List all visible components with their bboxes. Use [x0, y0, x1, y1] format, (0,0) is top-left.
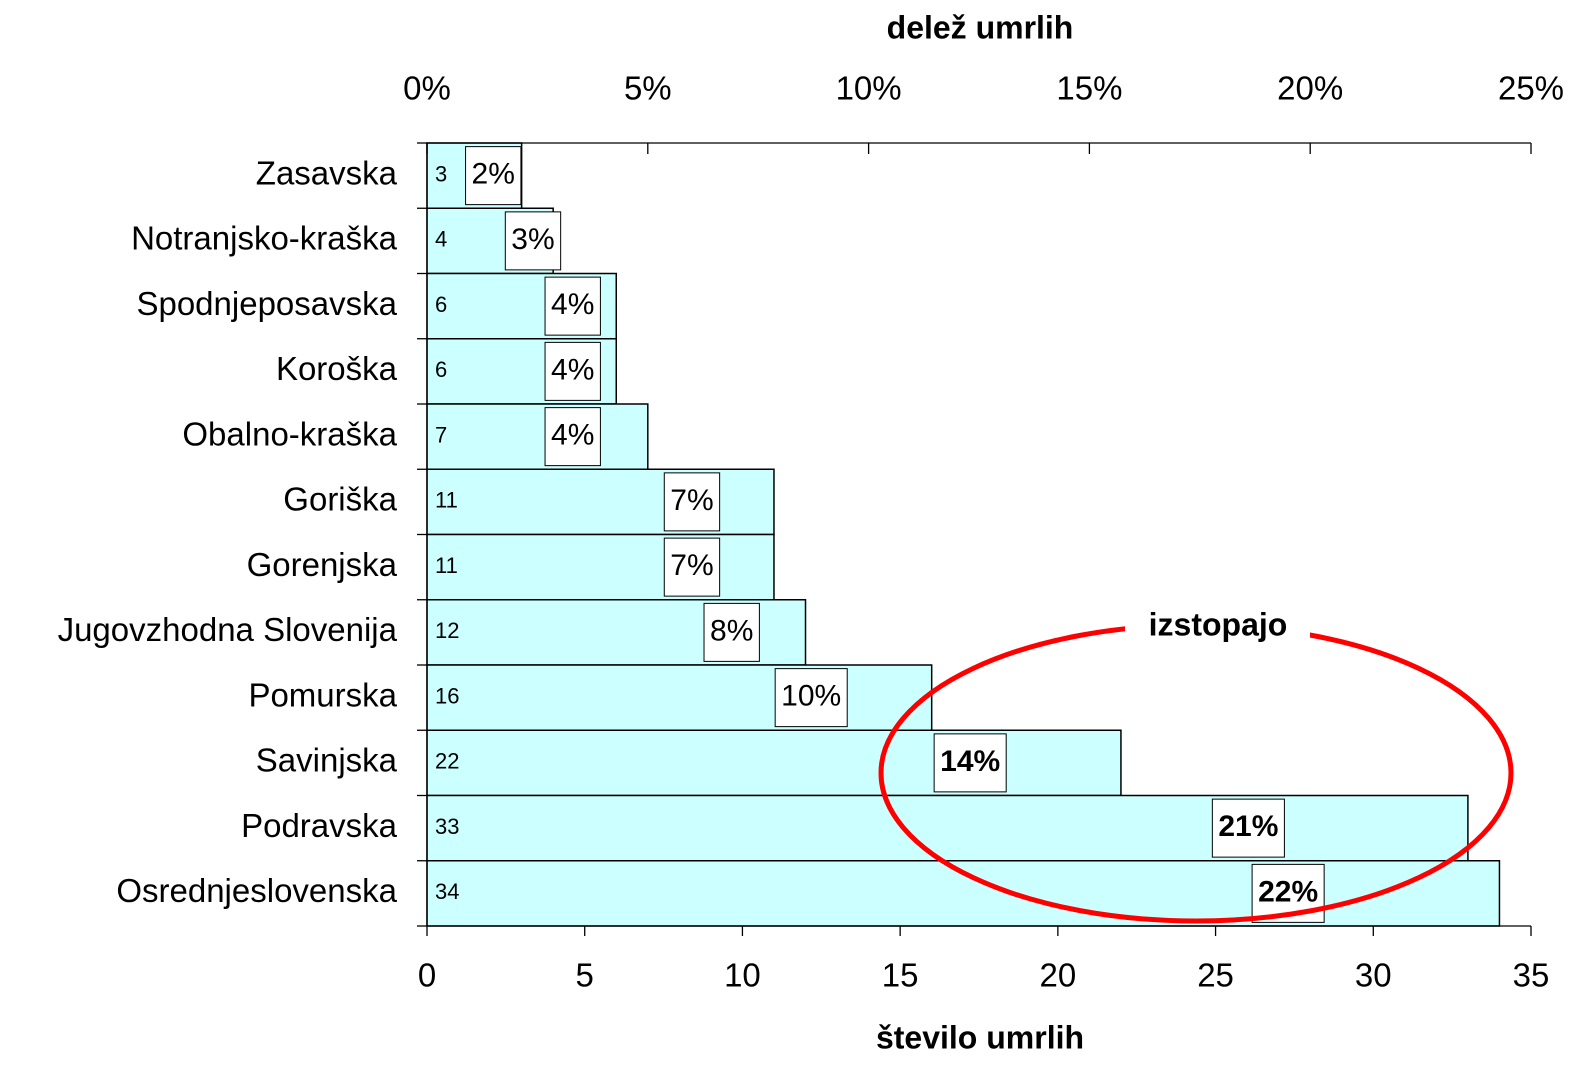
share-label: 8%: [710, 614, 753, 647]
share-label-box: [703, 602, 760, 662]
category-label: Goriška: [283, 481, 397, 518]
count-label: 16: [435, 683, 459, 708]
x-tick-label: 5: [576, 957, 594, 994]
bar: [426, 403, 649, 470]
count-label: 11: [435, 553, 458, 578]
share-label: 4%: [551, 288, 594, 321]
share-label-box: [933, 733, 1007, 793]
share-label: 7%: [670, 549, 713, 582]
category-label: Notranjsko-kraška: [131, 220, 398, 257]
category-label: Koroška: [276, 350, 398, 387]
x2-tick-label: 25%: [1498, 70, 1564, 107]
bar: [426, 664, 933, 731]
count-label: 11: [435, 488, 458, 513]
count-label: 6: [435, 292, 447, 317]
count-label: 33: [435, 814, 459, 839]
count-label: 22: [435, 749, 459, 774]
x2-axis-title: delež umrlih: [887, 9, 1074, 45]
share-label-box: [774, 668, 848, 728]
category-label: Savinjska: [256, 742, 398, 779]
bar: [426, 533, 775, 601]
share-label: 4%: [551, 419, 594, 452]
category-label: Obalno-kraška: [182, 415, 397, 452]
category-label: Gorenjska: [247, 546, 398, 583]
share-label-box: [465, 146, 522, 206]
bar: [426, 794, 1469, 862]
count-label: 12: [435, 618, 459, 643]
x2-tick-label: 10%: [836, 70, 902, 107]
x-tick-label: 35: [1513, 957, 1550, 994]
bar: [426, 729, 1122, 797]
count-label: 4: [435, 227, 447, 252]
x2-tick-label: 0%: [403, 70, 451, 107]
category-label: Jugovzhodna Slovenija: [58, 611, 398, 648]
category-label: Zasavska: [256, 154, 398, 191]
share-label-box: [663, 472, 721, 532]
count-label: 6: [435, 357, 447, 382]
annotation-bg: [1125, 600, 1310, 650]
share-label-box: [1211, 798, 1285, 858]
x-tick-label: 30: [1355, 957, 1392, 994]
x2-tick-label: 15%: [1056, 70, 1122, 107]
share-label-box: [504, 211, 562, 271]
x-tick-label: 0: [418, 957, 436, 994]
share-label-box: [663, 537, 721, 597]
count-label: 7: [435, 422, 447, 447]
share-label: 21%: [1218, 810, 1278, 843]
share-label: 14%: [940, 745, 1000, 778]
share-label-box: [544, 276, 601, 336]
category-label: Pomurska: [248, 676, 397, 713]
x-tick-label: 10: [724, 957, 761, 994]
x2-tick-label: 20%: [1277, 70, 1343, 107]
x2-tick-label: 5%: [624, 70, 672, 107]
category-label: Podravska: [241, 807, 398, 844]
share-label-box: [544, 407, 601, 467]
share-label: 4%: [551, 353, 594, 386]
share-label-box: [544, 341, 601, 401]
count-label: 34: [435, 879, 459, 904]
x-tick-label: 20: [1039, 957, 1076, 994]
share-label: 10%: [781, 680, 841, 713]
category-label: Spodnjeposavska: [136, 285, 397, 322]
count-label: 3: [435, 161, 447, 186]
x-tick-label: 15: [882, 957, 919, 994]
category-label: Osrednjeslovenska: [116, 872, 397, 909]
share-label: 2%: [472, 158, 515, 191]
x-axis-title: število umrlih: [876, 1019, 1084, 1055]
x-tick-label: 25: [1197, 957, 1234, 994]
share-label: 3%: [511, 223, 554, 256]
share-label: 22%: [1258, 875, 1318, 908]
share-label: 7%: [670, 484, 713, 517]
annotation: izstopajo: [1149, 606, 1288, 642]
bar: [426, 468, 775, 536]
